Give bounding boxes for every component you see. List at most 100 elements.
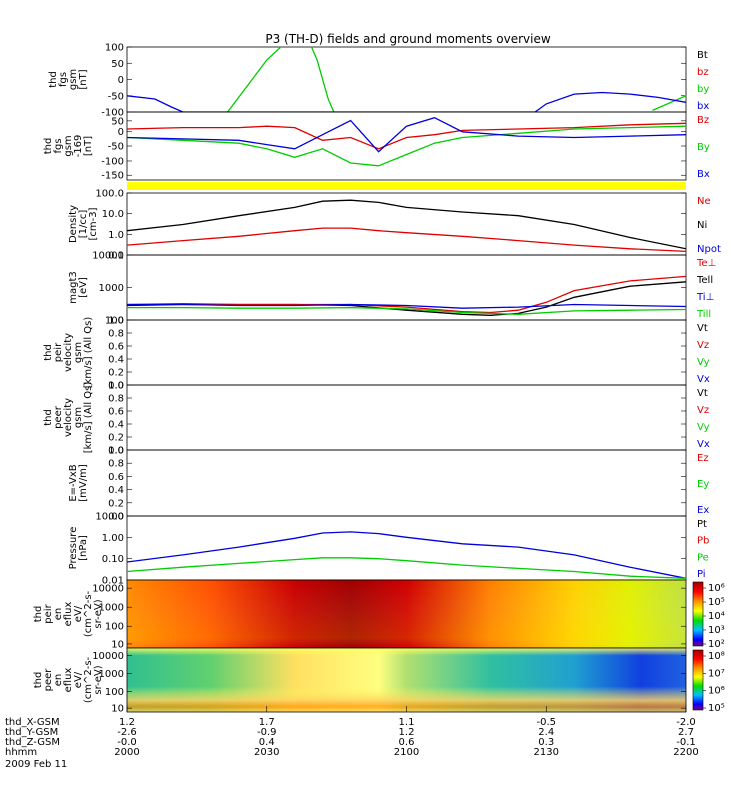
legend-Vt: Vt bbox=[697, 388, 708, 399]
y-axis-label: thd peer velocity gsm [km/s] (All Qs) bbox=[43, 382, 94, 454]
y-axis-label-line: [nPa] bbox=[78, 535, 89, 561]
legend-Vx: Vx bbox=[697, 374, 710, 385]
colorbar-label: 10⁴ bbox=[708, 611, 725, 622]
y-tick-label: 10 bbox=[111, 639, 124, 650]
x-row-value: 0.3 bbox=[538, 737, 554, 748]
electron-spectrogram-band bbox=[127, 648, 686, 712]
y-tick-label: 0 bbox=[118, 75, 124, 86]
y-axis-label-line: gsm bbox=[73, 342, 84, 363]
x-row-value: 2130 bbox=[534, 747, 559, 758]
y-tick-label: 0.2 bbox=[108, 433, 124, 444]
legend-Pb: Pb bbox=[697, 536, 709, 547]
y-tick-label: -100 bbox=[101, 108, 124, 119]
panel-temperature: 10000 1000 100 magt3 [eV] Te⊥ Tell Ti⊥ Till bbox=[68, 251, 716, 327]
y-axis-label-line: E=-VxB bbox=[68, 464, 79, 501]
panel-density: 100.0 10.0 1.0 0.1 Density [1/cc] [cm-3] Ne Ni Np… bbox=[68, 189, 721, 262]
y-axis-label-line: eflux bbox=[63, 602, 74, 627]
y-axis-label-line: thd bbox=[33, 606, 44, 623]
x-row-value: 2000 bbox=[114, 747, 139, 758]
legend-Ey: Ey bbox=[697, 479, 709, 490]
legend-Vy: Vy bbox=[697, 422, 710, 433]
y-tick-label: 1.0 bbox=[108, 230, 124, 241]
y-tick-label: -150 bbox=[101, 171, 124, 182]
x-row-value: 2.7 bbox=[678, 727, 694, 738]
legend-by: by bbox=[697, 84, 709, 95]
series-density-black bbox=[127, 199, 686, 250]
y-axis-label-line: [nT] bbox=[78, 69, 89, 89]
x-row-label: thd_Y-GSM bbox=[5, 727, 58, 738]
y-axis-label-line: peer bbox=[53, 405, 64, 429]
y-axis-label-line: en bbox=[53, 608, 64, 621]
panel-frame bbox=[126, 319, 687, 386]
y-tick-label: 100 bbox=[105, 687, 124, 698]
y-tick-label: 0.0 bbox=[108, 446, 124, 457]
y-axis-label-line: [eV] bbox=[78, 277, 89, 298]
y-tick-label: 10000 bbox=[92, 651, 124, 662]
y-tick-label: 0.1 bbox=[108, 251, 124, 262]
y-axis-label-line: Density bbox=[68, 205, 79, 243]
x-row-value: 2.4 bbox=[538, 727, 554, 738]
panel-fgs_mag: 500 -50 -100 -150 thd fgs gsm -169 [nT] Bz By Bx bbox=[43, 111, 710, 182]
y-tick-label: 0.4 bbox=[108, 420, 124, 431]
y-tick-label: 10000 bbox=[92, 584, 124, 595]
y-axis-label-line: (cm^2-s- bbox=[83, 590, 94, 637]
y-tick-label: 100 bbox=[105, 316, 124, 327]
y-tick-label: 0.2 bbox=[108, 368, 124, 379]
y-axis-label-line: en bbox=[53, 674, 64, 687]
panel-frame bbox=[126, 192, 687, 256]
y-tick-label: 0.0 bbox=[108, 381, 124, 392]
y-tick-label: 0.4 bbox=[108, 355, 124, 366]
colorbar-label: 10⁷ bbox=[708, 668, 725, 679]
y-tick-label: 10000 bbox=[92, 251, 124, 262]
legend-Vy: Vy bbox=[697, 357, 710, 368]
x-date: 2009 Feb 11 bbox=[5, 759, 67, 770]
y-axis-label-line: thd bbox=[33, 672, 44, 689]
y-tick-label: 50 bbox=[111, 116, 124, 127]
legend-Vz: Vz bbox=[697, 405, 709, 416]
colorbar bbox=[692, 649, 704, 711]
x-row-value: 0.4 bbox=[259, 737, 275, 748]
y-axis-label: thd peir en eflux eV/(cm^2-s-sr-eV) bbox=[33, 590, 104, 637]
y-axis-label-line: gsm bbox=[68, 69, 79, 90]
series-fgs_mag-red bbox=[127, 122, 686, 150]
x-row-value: 2200 bbox=[673, 747, 698, 758]
y-tick-label: 1.00 bbox=[102, 533, 124, 544]
legend-Pt: Pt bbox=[697, 519, 707, 530]
series-fgs_mag-green bbox=[127, 125, 686, 167]
ion-spectrogram-shade bbox=[127, 580, 686, 648]
x-row-value: -0.0 bbox=[117, 737, 137, 748]
y-tick-label: 0.4 bbox=[108, 485, 124, 496]
panel-flag_bar bbox=[127, 182, 686, 190]
x-row-value: 2030 bbox=[254, 747, 279, 758]
panel-peir_velocity: 1.0 0.8 0.6 0.4 0.2 0.0 thd peir velocity gsm [km/… bbox=[43, 316, 710, 392]
legend-Ex: Ex bbox=[697, 505, 709, 516]
panel-pressure: 10.00 1.00 0.10 0.01 Pressure [nPa] Pt Pb Pe Pi bbox=[68, 512, 709, 587]
y-axis-label-line: (cm^2-s- bbox=[83, 656, 94, 703]
y-axis-label-line: magt3 bbox=[68, 271, 79, 304]
y-tick-label: 10 bbox=[111, 704, 124, 715]
chart-title: P3 (TH-D) fields and ground moments over… bbox=[265, 32, 550, 46]
panel-peer_efiux: 10⁸ 10⁷ 10⁶ 10⁵ 10000 1000 100 10 thd peer en eflux… bbox=[33, 647, 725, 715]
legend-Tell: Tell bbox=[696, 275, 713, 286]
colorbar-label: 10⁵ bbox=[708, 703, 725, 714]
legend-bz: bz bbox=[697, 67, 709, 78]
panel-frame bbox=[126, 111, 687, 181]
y-axis-label-line: -169 bbox=[73, 135, 84, 158]
y-tick-label: 1000 bbox=[99, 603, 124, 614]
panel-efield: 1.0 0.8 0.6 0.4 0.2 0.0 E=-VxB [mV/m] Ez Ey Ex bbox=[68, 446, 709, 523]
x-row-label: hhmm bbox=[5, 747, 37, 758]
colorbar-label: 10³ bbox=[708, 625, 725, 636]
legend-Ez: Ez bbox=[697, 453, 709, 464]
y-axis-label: thd fgs gsm -169 [nT] bbox=[43, 135, 94, 158]
colorbar-label: 10⁵ bbox=[708, 597, 725, 608]
legend-bx: bx bbox=[697, 101, 709, 112]
y-axis-label-line: [1/cc] bbox=[78, 210, 89, 239]
y-tick-label: 10.00 bbox=[95, 512, 124, 523]
y-axis-label-line: thd bbox=[43, 409, 54, 426]
legend-Ti⊥: Ti⊥ bbox=[696, 292, 714, 303]
y-axis-label-line: eV/ bbox=[73, 605, 84, 622]
legend-By: By bbox=[697, 142, 710, 153]
legend-Ni: Ni bbox=[697, 220, 707, 231]
flag-bar bbox=[127, 182, 686, 190]
